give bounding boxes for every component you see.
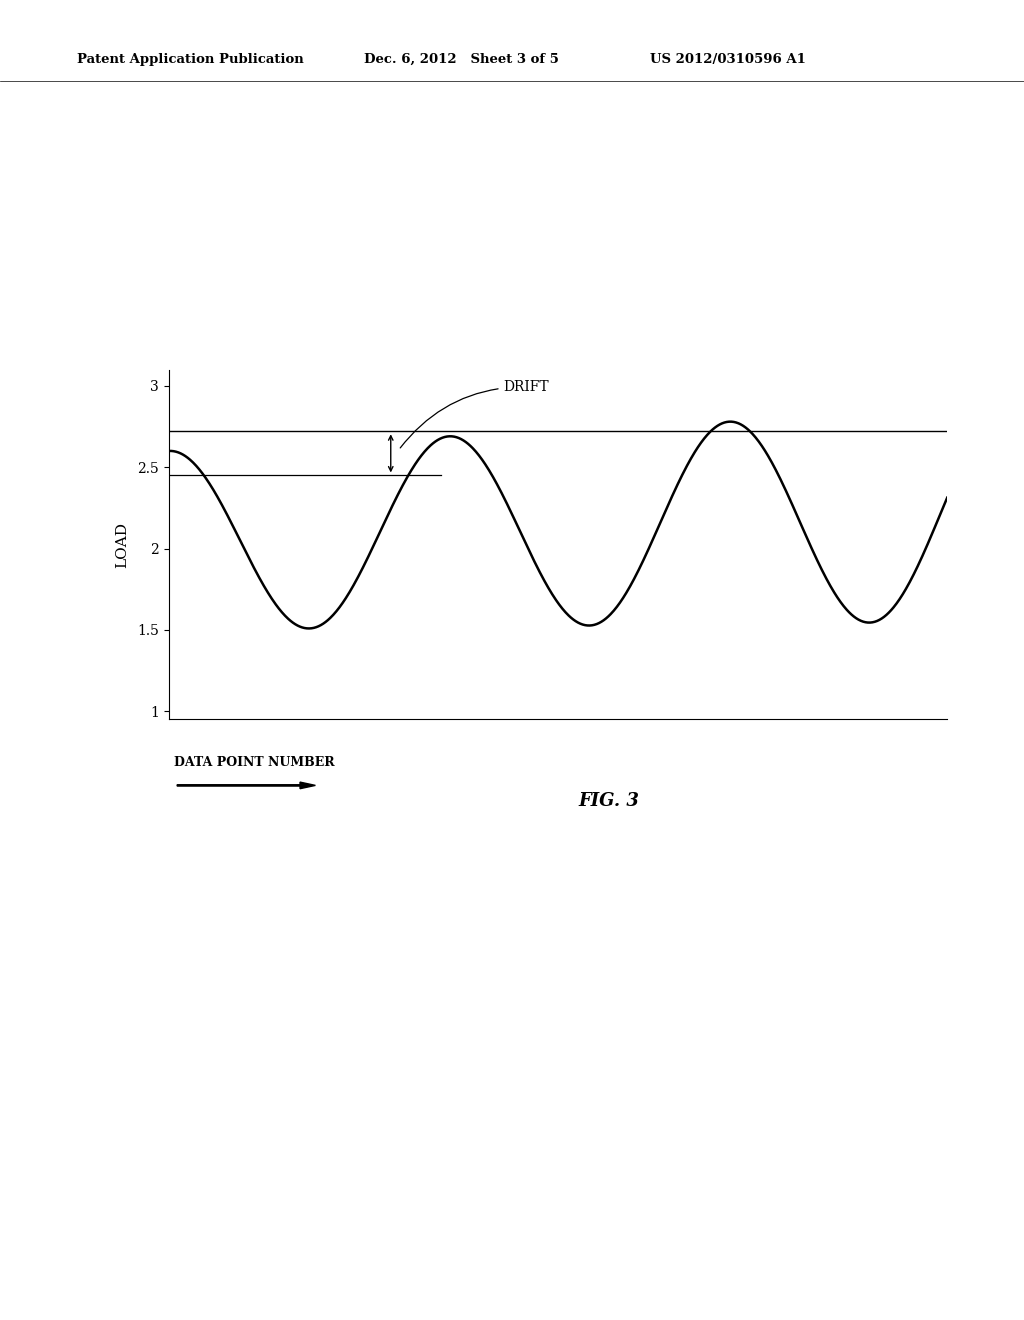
Text: DRIFT: DRIFT [400,380,549,447]
Text: FIG. 3: FIG. 3 [579,792,640,810]
Text: Patent Application Publication: Patent Application Publication [77,53,303,66]
Text: DATA POINT NUMBER: DATA POINT NUMBER [174,756,335,770]
Text: US 2012/0310596 A1: US 2012/0310596 A1 [650,53,806,66]
Y-axis label: LOAD: LOAD [115,521,129,568]
Text: Dec. 6, 2012   Sheet 3 of 5: Dec. 6, 2012 Sheet 3 of 5 [364,53,558,66]
